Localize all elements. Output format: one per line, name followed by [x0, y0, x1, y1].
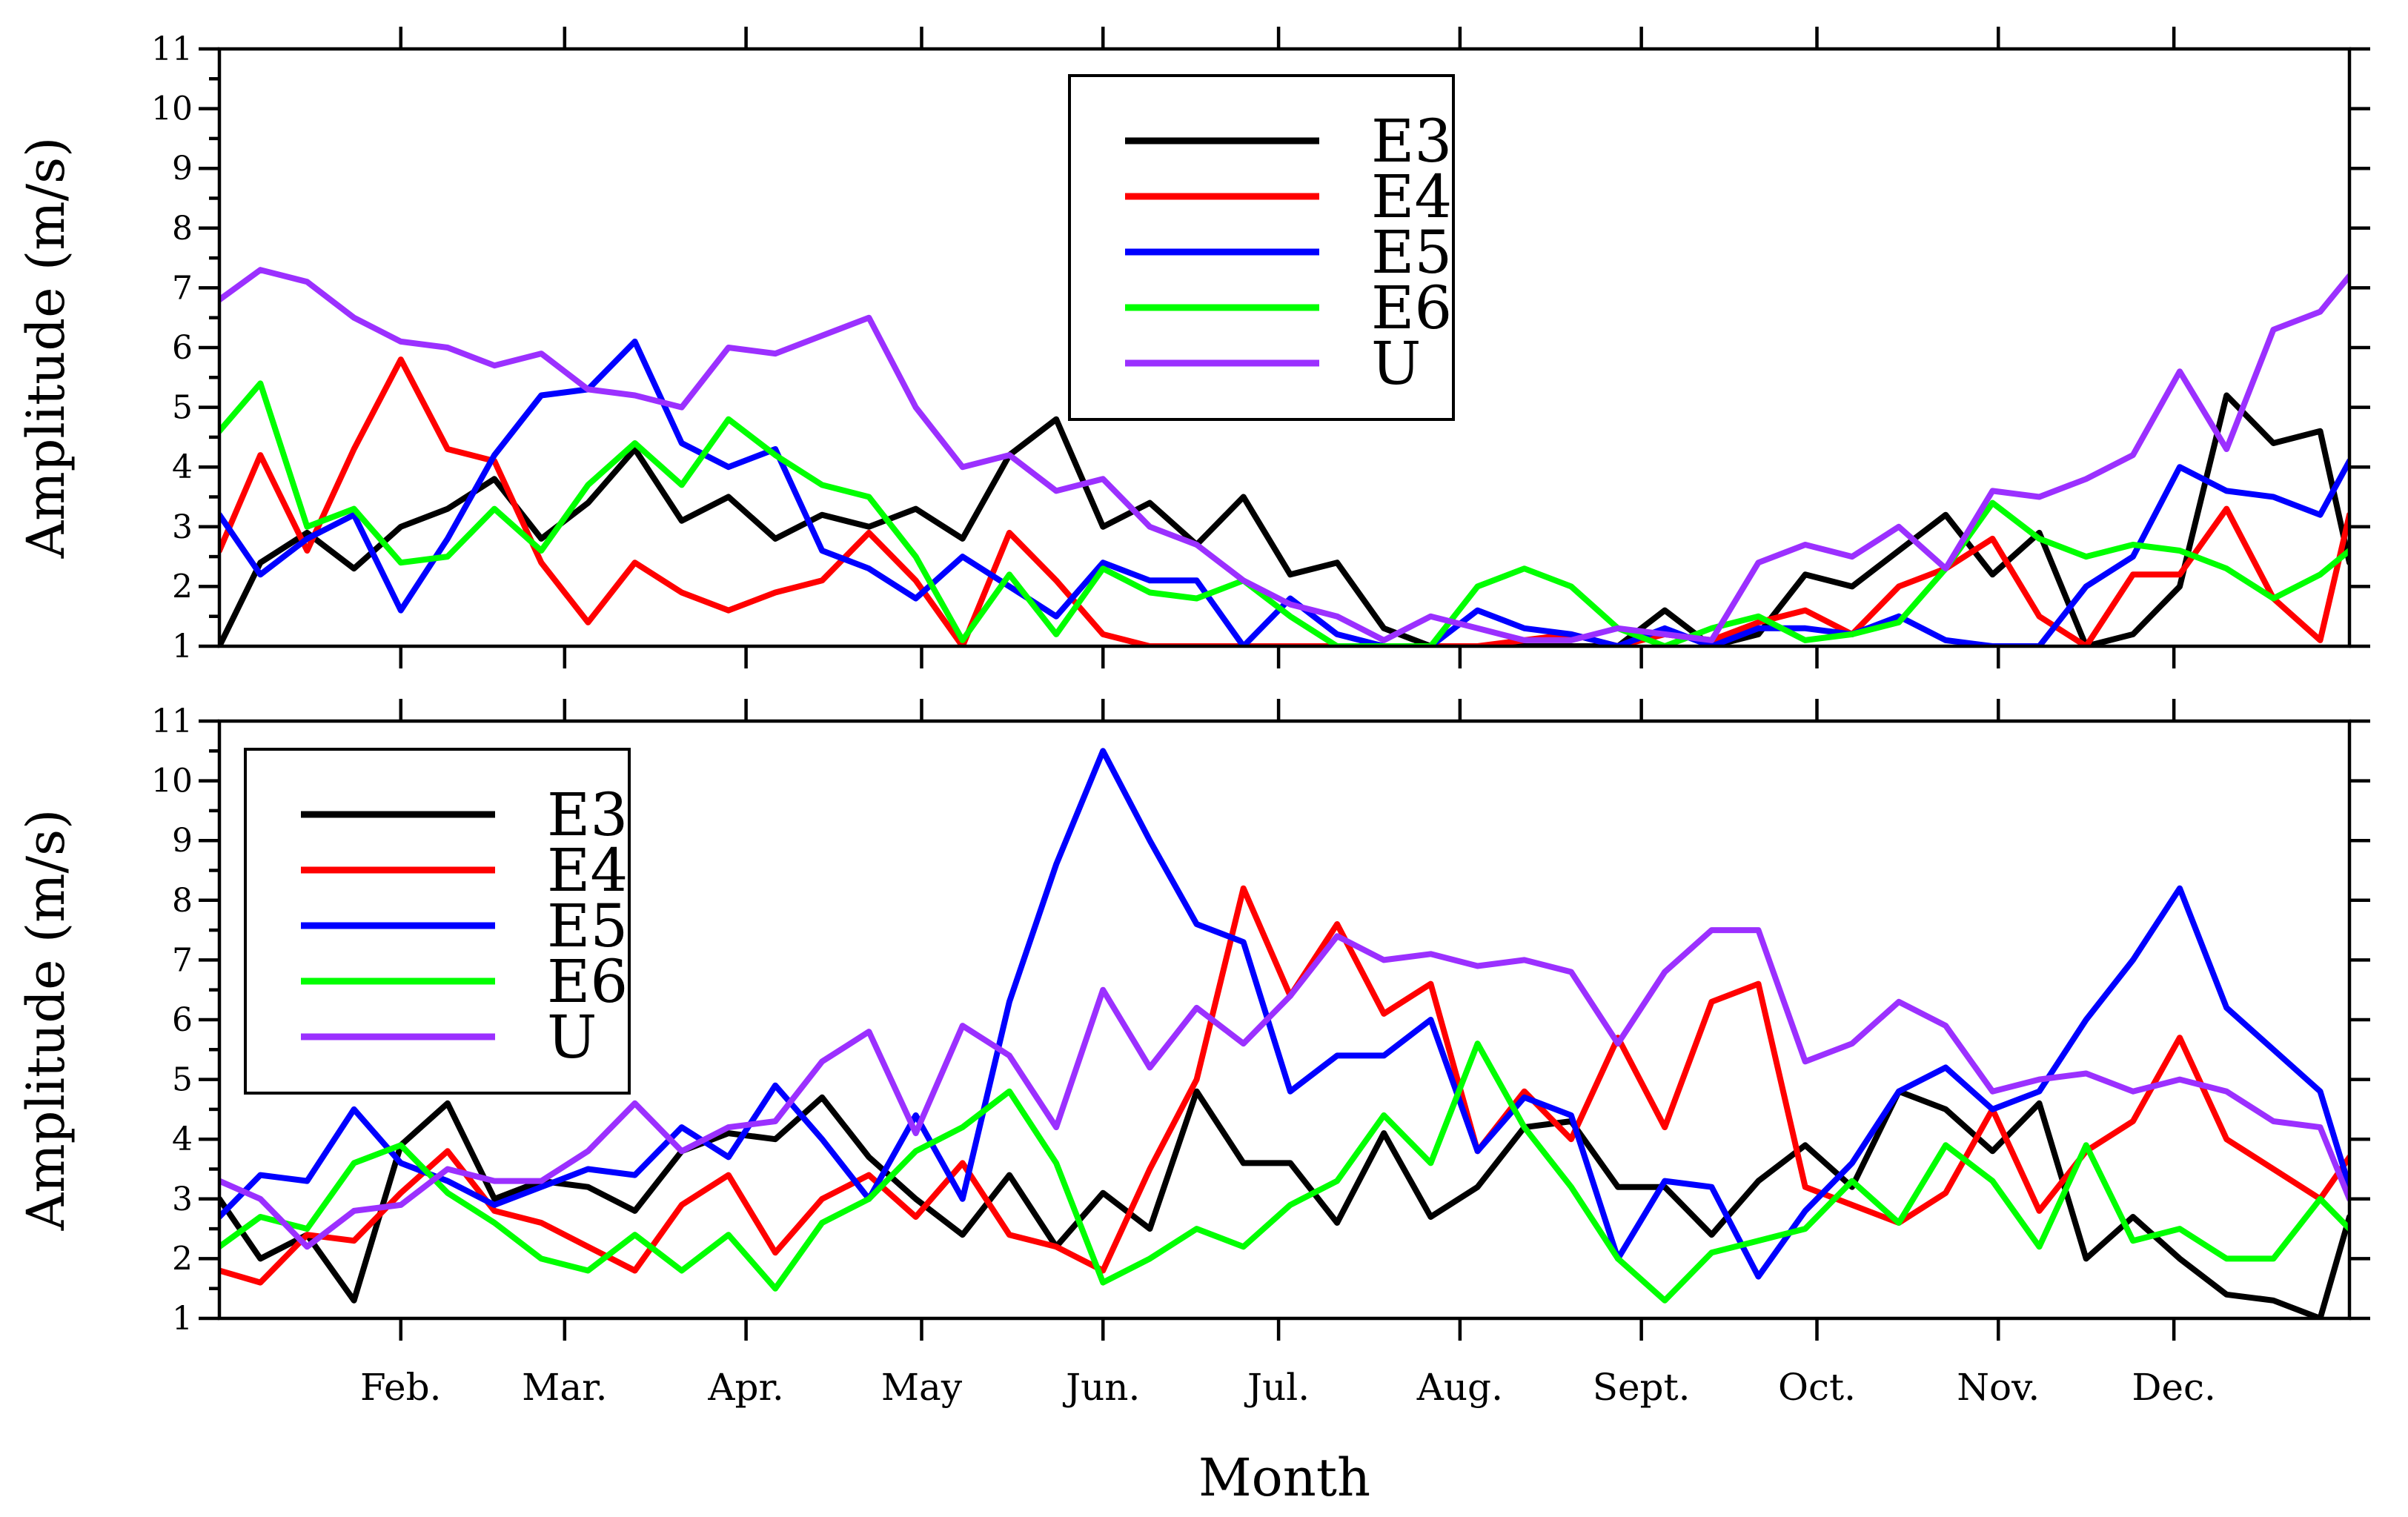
x-tick-label: Sept. [1593, 1366, 1691, 1409]
series-line-e5 [219, 338, 2349, 646]
series-line-u [219, 927, 2349, 1250]
y-tick-label: 3 [172, 1181, 193, 1218]
x-tick-label: Aug. [1416, 1366, 1503, 1409]
x-tick-label: Nov. [1957, 1366, 2040, 1409]
x-tick-label: Oct. [1778, 1366, 1856, 1409]
y-tick-label: 8 [172, 210, 193, 248]
x-axis-title: Month [1198, 1447, 1370, 1508]
y-tick-label: 1 [172, 628, 193, 665]
series-line-e6 [219, 1040, 2349, 1304]
y-tick-label: 7 [172, 269, 193, 307]
legend-label-e6: E6 [1371, 273, 1452, 342]
legend-label-u: U [1371, 329, 1421, 398]
y-tick-label: 6 [172, 1001, 193, 1039]
y-tick-label: 10 [151, 90, 193, 128]
y-tick-label: 5 [172, 1061, 193, 1099]
x-tick-label: Apr. [707, 1366, 783, 1409]
top-series-group [219, 267, 2349, 646]
x-tick-label: Dec. [2132, 1366, 2216, 1409]
series-line-e6 [219, 380, 2349, 646]
y-tick-label: 2 [172, 1240, 193, 1278]
legend-label-e3: E3 [1371, 107, 1452, 176]
top-y-axis-title: Amplitude (m/s) [16, 137, 76, 560]
legend-label-e6: E6 [547, 947, 628, 1016]
legend-label-e4: E4 [547, 836, 628, 905]
y-tick-label: 4 [172, 1121, 193, 1158]
top-axis-ticks: 1 2 3 4 5 6 7 8 9 10 11 [151, 27, 2370, 668]
y-tick-label: 8 [172, 882, 193, 920]
y-tick-label: 6 [172, 329, 193, 367]
x-tick-label: Jun. [1062, 1366, 1140, 1409]
y-tick-label: 11 [151, 30, 193, 68]
x-tick-label: Mar. [522, 1366, 607, 1409]
series-line-e4 [219, 356, 2349, 646]
bottom-axis-ticks: 1 2 3 4 5 6 7 8 9 10 11 Feb. Mar. Apr. May Jun. Jul. Aug.… [151, 699, 2370, 1409]
y-tick-label: 4 [172, 448, 193, 486]
y-tick-label: 9 [172, 822, 193, 860]
x-tick-label: Jul. [1244, 1366, 1310, 1409]
y-tick-label: 5 [172, 389, 193, 427]
y-tick-label: 7 [172, 941, 193, 979]
y-tick-label: 3 [172, 508, 193, 546]
bottom-series-group [219, 748, 2349, 1318]
series-line-u [219, 267, 2349, 643]
bottom-panel: 1 2 3 4 5 6 7 8 9 10 11 Feb. Mar. Apr. May Jun. Jul. Aug.… [16, 699, 2370, 1508]
x-tick-label: Feb. [360, 1366, 441, 1409]
legend-label-e5: E5 [547, 892, 628, 960]
bottom-y-axis-title: Amplitude (m/s) [16, 809, 76, 1232]
series-line-e3 [219, 1088, 2349, 1318]
y-tick-label: 1 [172, 1300, 193, 1338]
y-tick-label: 2 [172, 568, 193, 605]
x-tick-label: May [881, 1366, 963, 1409]
y-tick-label: 11 [151, 703, 193, 740]
y-tick-label: 9 [172, 150, 193, 187]
legend-label-u: U [547, 1003, 597, 1072]
legend-label-e4: E4 [1371, 162, 1452, 231]
y-tick-label: 10 [151, 763, 193, 800]
series-line-e5 [219, 748, 2349, 1280]
legend-label-e5: E5 [1371, 218, 1452, 287]
legend-label-e3: E3 [547, 780, 628, 849]
